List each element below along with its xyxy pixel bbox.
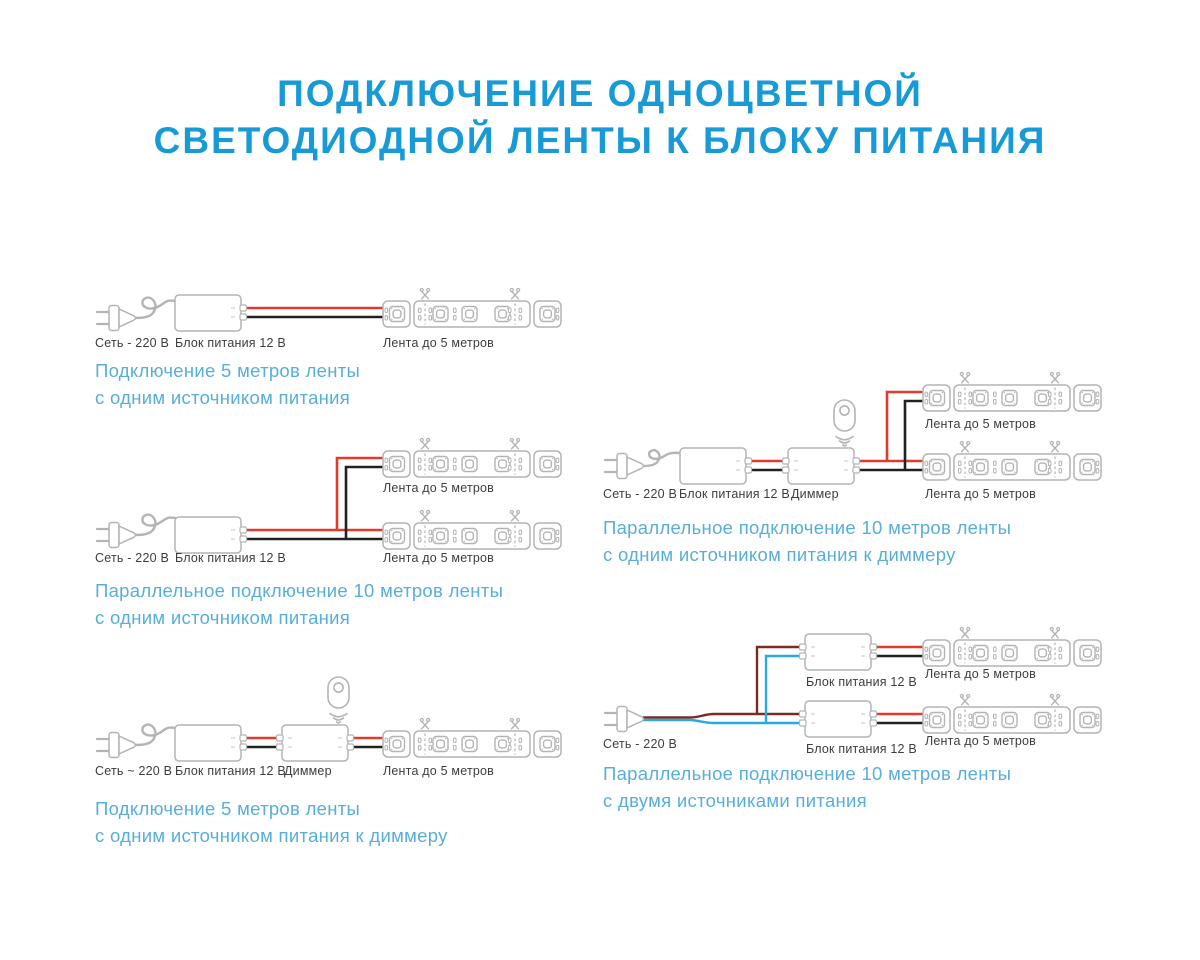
- caption-line: Подключение 5 метров ленты: [95, 360, 361, 381]
- dimmer-label: Диммер: [284, 764, 332, 778]
- power-cord: [133, 723, 177, 747]
- red-wire-branch: [335, 456, 383, 530]
- led-strip: [383, 439, 561, 478]
- led-strip: [383, 719, 561, 758]
- power-cord: [133, 513, 177, 537]
- led-strip: [923, 628, 1101, 667]
- diagram1-caption: Подключение 5 метров ленты с одним источ…: [95, 358, 360, 411]
- led-strip: [383, 511, 561, 550]
- strip-label: Лента до 5 метров: [383, 336, 495, 350]
- power-cord: [641, 449, 682, 468]
- mains-neutral-branch: [764, 654, 799, 723]
- psu-box: [800, 701, 877, 737]
- strip-label: Лента до 5 метров: [925, 487, 1037, 501]
- power-plug-icon: [603, 705, 645, 733]
- strip-label: Лента до 5 метров: [383, 551, 495, 565]
- diagram-1: [95, 289, 561, 332]
- strip-label: Лента до 5 метров: [925, 734, 1037, 748]
- led-strip: [923, 373, 1101, 412]
- led-strip: [923, 442, 1101, 481]
- caption-line: с одним источником питания к диммеру: [603, 543, 956, 565]
- diagram4-caption: Подключение 5 метров ленты с одним источ…: [95, 796, 448, 849]
- mains-live-branch: [755, 645, 799, 714]
- strip-label: Лента до 5 метров: [383, 481, 495, 495]
- mains-label: Сеть - 220 В: [95, 551, 169, 565]
- psu-label: Блок питания 12 В: [679, 487, 790, 501]
- mains-neutral-wire: [643, 718, 799, 725]
- strip-label: Лента до 5 метров: [925, 417, 1037, 431]
- power-plug-icon: [95, 304, 137, 332]
- diagram-5: [603, 628, 1101, 738]
- black-wire-branch: [903, 399, 923, 470]
- psu-label: Блок питания 12 В: [175, 551, 286, 565]
- remote-control-icon: [327, 676, 350, 724]
- psu-box: [800, 634, 877, 670]
- caption-line: с двумя источниками питания: [603, 789, 868, 811]
- power-plug-icon: [603, 452, 645, 480]
- diagram-3: [603, 373, 1101, 485]
- diagram3-caption: Параллельное подключение 10 метров ленты…: [603, 515, 1011, 568]
- diagram5-caption: Параллельное подключение 10 метров ленты…: [603, 761, 1011, 814]
- mains-label: Сеть ~ 220 В: [95, 764, 173, 778]
- dimmer-label: Диммер: [791, 487, 839, 501]
- mains-label: Сеть - 220 В: [603, 487, 677, 501]
- diagram-4: [95, 676, 561, 762]
- strip-label: Лента до 5 метров: [383, 764, 495, 778]
- caption-line: с одним источником питания к диммеру: [95, 824, 448, 846]
- caption-line: Параллельное подключение 10 метров ленты: [603, 517, 1012, 538]
- caption-line: Параллельное подключение 10 метров ленты: [95, 580, 504, 601]
- caption-line: Параллельное подключение 10 метров ленты: [603, 763, 1012, 784]
- led-strip: [383, 289, 561, 328]
- psu-box: [174, 724, 248, 762]
- psu-label: Блок питания 12 В: [175, 336, 286, 350]
- page-title-line1: ПОДКЛЮЧЕНИЕ ОДНОЦВЕТНОЙ: [277, 73, 923, 114]
- diagram2-caption: Параллельное подключение 10 метров ленты…: [95, 578, 503, 631]
- psu-box: [679, 447, 753, 485]
- psu-label: Блок питания 12 В: [806, 742, 917, 756]
- mains-label: Сеть - 220 В: [95, 336, 169, 350]
- power-plug-icon: [95, 731, 137, 759]
- led-strip: [923, 695, 1101, 734]
- power-plug-icon: [95, 521, 137, 549]
- power-cord: [133, 296, 177, 320]
- psu-label: Блок питания 12 В: [806, 675, 917, 689]
- caption-line: Подключение 5 метров ленты: [95, 798, 361, 819]
- page-title-line2: СВЕТОДИОДНОЙ ЛЕНТЫ К БЛОКУ ПИТАНИЯ: [153, 120, 1047, 161]
- black-wire-branch: [344, 465, 383, 539]
- red-wire-branch: [885, 390, 923, 461]
- psu-box: [174, 516, 248, 554]
- diagram-2: [95, 439, 561, 554]
- psu-box: [174, 294, 248, 332]
- caption-line: с одним источником питания: [95, 386, 351, 408]
- psu-label: Блок питания 12 В: [175, 764, 286, 778]
- dimmer-box: [277, 725, 354, 761]
- dimmer-box: [783, 448, 860, 484]
- page-title: ПОДКЛЮЧЕНИЕ ОДНОЦВЕТНОЙ СВЕТОДИОДНОЙ ЛЕН…: [0, 70, 1200, 164]
- remote-control-icon: [833, 399, 856, 447]
- strip-label: Лента до 5 метров: [925, 667, 1037, 681]
- mains-live-wire: [643, 712, 799, 719]
- mains-label: Сеть - 220 В: [603, 737, 677, 751]
- caption-line: с одним источником питания: [95, 606, 351, 628]
